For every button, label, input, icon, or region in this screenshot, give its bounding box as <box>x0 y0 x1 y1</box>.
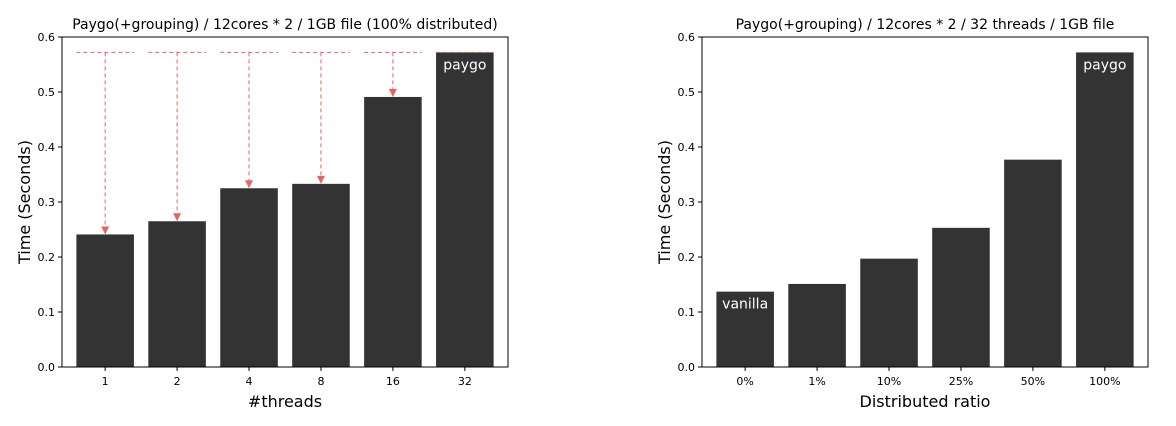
y-axis-label: Time (Seconds) <box>655 140 674 265</box>
x-axis-label: Distributed ratio <box>860 392 991 411</box>
x-tick-label: 8 <box>317 375 324 388</box>
y-tick-label: 0.6 <box>38 31 56 44</box>
chart-panel-2: vanilla paygo 0.0 0.1 0.2 0.3 0.4 0.5 0.6 0% 1% 10%… <box>655 17 1149 411</box>
bar-32 <box>436 52 494 368</box>
bar-50% <box>1004 159 1062 367</box>
bar-1% <box>788 283 846 367</box>
y-tick-label: 0.6 <box>678 31 696 44</box>
bar-label-vanilla: vanilla <box>722 297 768 313</box>
y-tick-label: 0.1 <box>38 306 56 319</box>
y-tick-label: 0.0 <box>38 361 56 374</box>
y-tick-label: 0.2 <box>38 251 56 264</box>
bar-100% <box>1076 52 1134 368</box>
y-tick-label: 0.0 <box>678 361 696 374</box>
bar-label-paygo: paygo <box>1083 57 1126 73</box>
x-tick-label: 25% <box>949 375 973 388</box>
y-axis-label: Time (Seconds) <box>15 140 34 265</box>
chart-panel-1: paygo 0.0 0.1 0.2 0.3 0.4 0.5 0.6 1 2 4 8 16 32 Paygo(… <box>15 17 509 411</box>
chart-title: Paygo(+grouping) / 12cores * 2 / 1GB fil… <box>72 17 498 33</box>
bar-4 <box>220 188 278 367</box>
bar-8 <box>292 183 350 367</box>
x-tick-label: 32 <box>458 375 472 388</box>
y-tick-label: 0.3 <box>38 196 56 209</box>
y-tick-label: 0.4 <box>678 141 696 154</box>
x-axis-label: #threads <box>248 392 322 411</box>
x-tick-label: 1 <box>102 375 109 388</box>
chart-title: Paygo(+grouping) / 12cores * 2 / 32 thre… <box>736 17 1115 33</box>
x-tick-label: 4 <box>246 375 253 388</box>
y-tick-label: 0.2 <box>678 251 696 264</box>
arrow-head-4 <box>245 180 254 189</box>
y-tick-label: 0.4 <box>38 141 56 154</box>
x-tick-label: 16 <box>386 375 400 388</box>
arrow-head-8 <box>316 175 325 184</box>
bar-1 <box>76 234 134 367</box>
bar-label-paygo: paygo <box>443 57 486 73</box>
arrow-head-16 <box>388 88 397 97</box>
y-tick-label: 0.5 <box>678 86 696 99</box>
x-tick-label: 10% <box>877 375 901 388</box>
y-tick-label: 0.1 <box>678 306 696 319</box>
y-tick-label: 0.3 <box>678 196 696 209</box>
y-tick-label: 0.5 <box>38 86 56 99</box>
bar-0% <box>716 291 774 367</box>
x-tick-label: 1% <box>808 375 825 388</box>
arrow-head-2 <box>173 213 182 222</box>
bar-10% <box>860 258 918 367</box>
bar-16 <box>364 96 422 367</box>
x-tick-label: 2 <box>174 375 181 388</box>
x-tick-label: 100% <box>1089 375 1120 388</box>
bar-25% <box>932 227 990 367</box>
arrow-head-1 <box>101 226 110 235</box>
x-tick-label: 50% <box>1021 375 1045 388</box>
bar-2 <box>148 221 206 367</box>
x-tick-label: 0% <box>736 375 753 388</box>
